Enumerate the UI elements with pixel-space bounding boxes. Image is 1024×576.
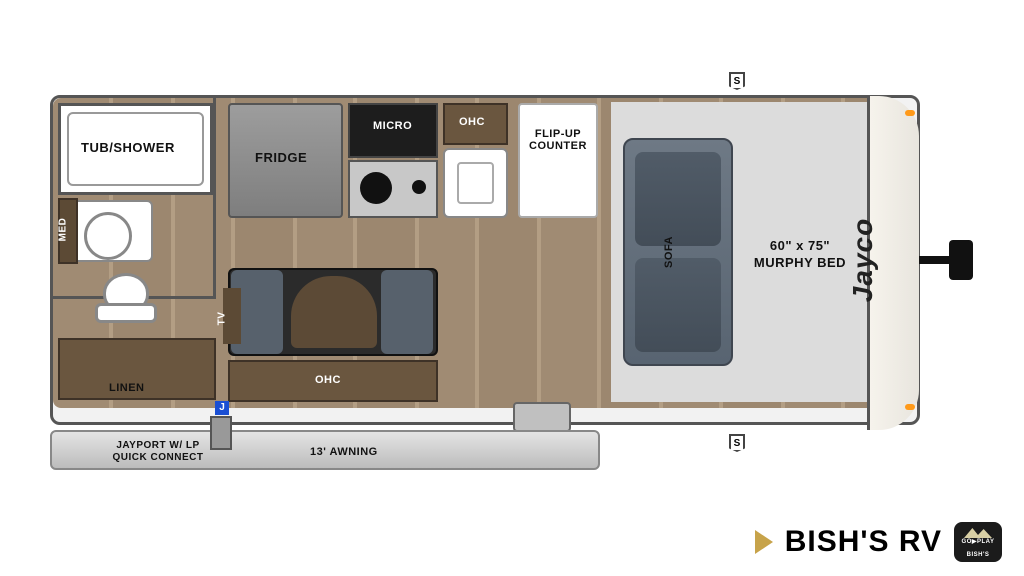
ohc-bot-label: OHC [315,374,341,386]
tub-label: TUB/SHOWER [81,140,175,155]
marker-light-bottom [905,404,915,410]
ohc-top-label: OHC [459,116,485,128]
murphy-label: 60" x 75" MURPHY BED [745,238,855,272]
rv-outline: TUB/SHOWER FRIDGE MICRO OHC FLIP-UP COUN… [50,95,920,425]
kitchen-sink [443,148,508,218]
sofa [623,138,733,366]
sofa-label: SOFA [663,236,675,268]
jayport [210,416,232,450]
tv-label: TV [216,312,227,326]
goplay-badge: GO▶PLAY BISH'S [954,522,1002,562]
company-name: BISH'S RV [785,525,942,559]
flip-up-counter [518,103,598,218]
booth-right [381,270,433,354]
entry-step [513,402,571,432]
toilet [95,273,157,323]
med-label: MED [57,218,68,242]
floorplan-stage: TUB/SHOWER FRIDGE MICRO OHC FLIP-UP COUN… [0,0,1024,576]
footer-brand: BISH'S RV GO▶PLAY BISH'S [755,522,1002,562]
rv-brand: Jayco [847,218,879,302]
jayport-label: JAYPORT W/ LP QUICK CONNECT [108,440,208,464]
flip-label: FLIP-UP COUNTER [525,128,591,152]
s-marker-bottom: S [729,434,745,452]
s-marker-top: S [729,72,745,90]
hitch [919,230,969,290]
micro-label: MICRO [373,120,412,132]
badge-bottom-text: BISH'S [967,552,990,558]
fridge-label: FRIDGE [255,150,307,165]
bathroom-wall-v [213,98,216,298]
stove [348,160,438,218]
awning-label: 13' AWNING [310,446,378,458]
marker-light-top [905,110,915,116]
arrow-icon [755,530,773,554]
dinette-table [291,276,377,348]
linen-label: LINEN [109,382,145,394]
